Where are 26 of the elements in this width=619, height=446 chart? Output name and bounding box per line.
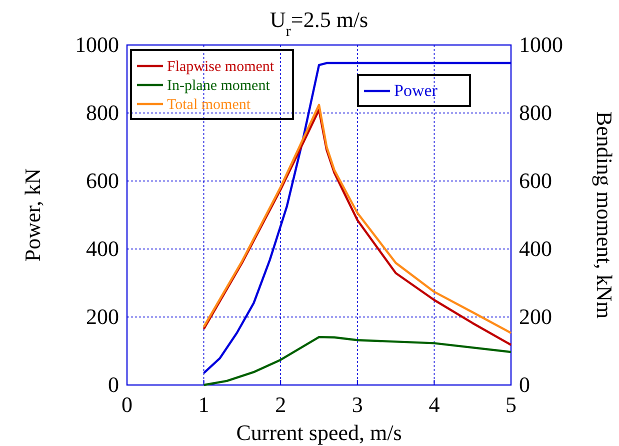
legend-label: Power [394, 81, 438, 100]
x-axis-title: Current speed, m/s [236, 420, 402, 445]
y-tick-label: 1000 [75, 32, 119, 57]
y-tick-label: 0 [108, 372, 119, 397]
y2-tick-label: 800 [519, 100, 552, 125]
x-tick-label: 3 [352, 392, 363, 417]
x-tick-label: 1 [198, 392, 210, 417]
x-tick-label: 4 [428, 392, 440, 417]
y2-tick-label: 200 [519, 304, 552, 329]
y-tick-label: 800 [86, 100, 119, 125]
y2-tick-label: 1000 [519, 32, 563, 57]
x-tick-label: 2 [275, 392, 286, 417]
y2-tick-label: 0 [519, 372, 530, 397]
line-series [202, 336, 512, 386]
y-axis-title: Power, kN [20, 168, 45, 262]
legend-label: Flapwise moment [167, 59, 275, 75]
y-tick-label: 600 [86, 168, 119, 193]
y2-tick-label: 400 [519, 236, 552, 261]
y-tick-label: 400 [86, 236, 119, 261]
x-tick-label: 5 [506, 392, 516, 417]
legend-label: In-plane moment [167, 78, 271, 94]
chart-title: U$_{r}$=2.5 m/s [270, 7, 368, 40]
legend-label: Total moment [167, 97, 252, 113]
y2-tick-label: 600 [519, 168, 552, 193]
y-tick-label: 200 [86, 304, 119, 329]
y2-axis-title: Bending moment, kNm [592, 111, 617, 319]
